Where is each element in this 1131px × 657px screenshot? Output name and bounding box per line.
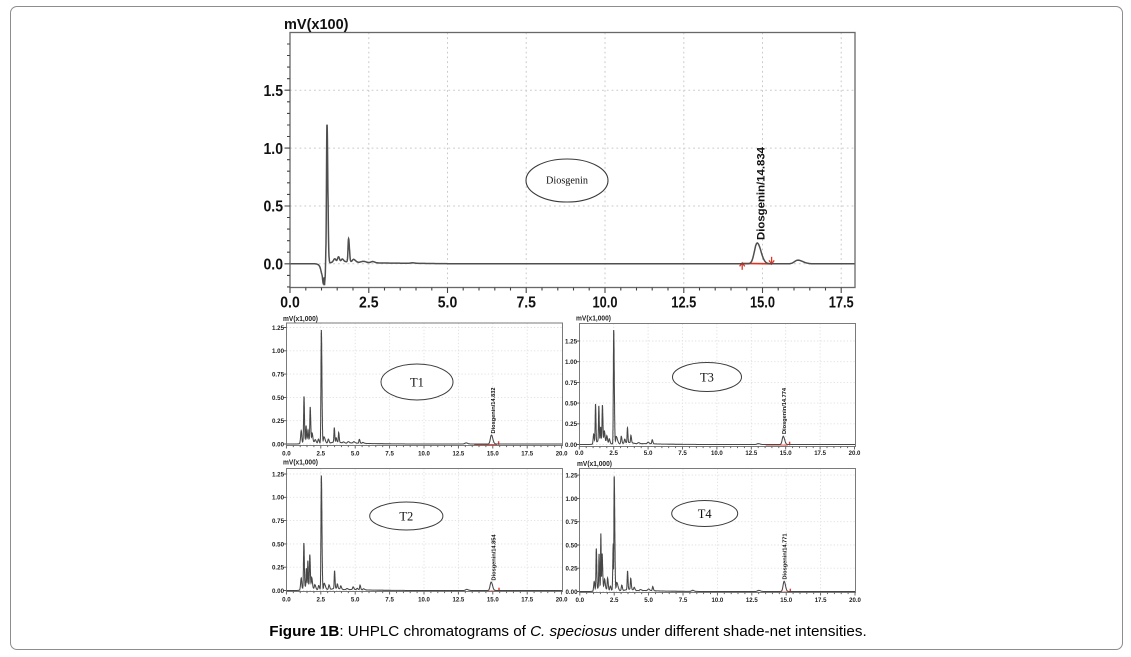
svg-text:2.5: 2.5 [610, 597, 619, 604]
svg-text:12.5: 12.5 [671, 295, 696, 312]
svg-text:Diosgenin/14.832: Diosgenin/14.832 [491, 388, 497, 434]
svg-text:0.0: 0.0 [576, 597, 585, 604]
svg-text:1.00: 1.00 [565, 359, 577, 366]
svg-text:1.00: 1.00 [566, 496, 578, 503]
svg-text:5.0: 5.0 [438, 295, 458, 312]
svg-text:Diosgenin/14.774: Diosgenin/14.774 [782, 387, 788, 434]
svg-text:0.0: 0.0 [264, 257, 284, 274]
svg-text:0.0: 0.0 [280, 295, 300, 312]
svg-text:20.0: 20.0 [849, 597, 861, 604]
svg-text:0.00: 0.00 [272, 441, 284, 448]
svg-text:Diosgenin/14.834: Diosgenin/14.834 [756, 147, 768, 240]
svg-text:17.5: 17.5 [521, 597, 533, 604]
svg-text:0.00: 0.00 [565, 442, 577, 449]
svg-text:17.5: 17.5 [521, 451, 533, 458]
svg-text:0.50: 0.50 [565, 401, 577, 408]
svg-text:0.50: 0.50 [272, 395, 284, 402]
svg-text:Diosgenin/14.854: Diosgenin/14.854 [492, 534, 498, 581]
svg-text:10.0: 10.0 [712, 597, 724, 604]
svg-text:17.5: 17.5 [829, 295, 854, 312]
svg-text:5.0: 5.0 [644, 597, 653, 604]
svg-text:1.25: 1.25 [272, 325, 284, 332]
svg-text:mV(x1,000): mV(x1,000) [283, 316, 318, 323]
svg-text:12.5: 12.5 [453, 451, 465, 458]
svg-text:T3: T3 [700, 370, 714, 384]
svg-text:1.00: 1.00 [272, 348, 284, 355]
svg-text:0.75: 0.75 [272, 518, 284, 525]
svg-text:0.0: 0.0 [282, 451, 291, 458]
svg-text:0.00: 0.00 [272, 588, 284, 595]
svg-text:1.25: 1.25 [272, 471, 284, 478]
svg-text:2.5: 2.5 [359, 295, 379, 312]
svg-text:mV(x1,000): mV(x1,000) [577, 461, 612, 468]
svg-text:5.0: 5.0 [351, 451, 360, 458]
svg-text:15.0: 15.0 [780, 450, 792, 457]
svg-text:0.5: 0.5 [264, 199, 284, 216]
svg-text:20.0: 20.0 [556, 597, 568, 604]
svg-text:15.0: 15.0 [780, 597, 792, 604]
svg-text:12.5: 12.5 [745, 450, 757, 457]
svg-text:17.5: 17.5 [814, 450, 826, 457]
svg-text:0.75: 0.75 [565, 380, 577, 387]
svg-text:20.0: 20.0 [556, 451, 568, 458]
svg-text:5.0: 5.0 [351, 597, 360, 604]
svg-text:12.5: 12.5 [453, 597, 465, 604]
svg-text:2.5: 2.5 [609, 450, 618, 457]
svg-text:7.5: 7.5 [678, 450, 687, 457]
svg-text:T4: T4 [698, 507, 713, 521]
svg-text:0.25: 0.25 [272, 418, 284, 425]
svg-text:0.25: 0.25 [566, 566, 578, 573]
svg-text:7.5: 7.5 [679, 597, 688, 604]
svg-text:15.0: 15.0 [487, 451, 499, 458]
svg-text:7.5: 7.5 [385, 451, 394, 458]
svg-text:5.0: 5.0 [644, 450, 653, 457]
svg-text:Diosgenin/14.771: Diosgenin/14.771 [783, 534, 789, 580]
svg-text:0.25: 0.25 [565, 421, 577, 428]
svg-text:12.5: 12.5 [746, 597, 758, 604]
svg-text:0.75: 0.75 [272, 372, 284, 379]
svg-text:0.0: 0.0 [282, 597, 291, 604]
svg-text:2.5: 2.5 [317, 451, 326, 458]
svg-text:2.5: 2.5 [317, 597, 326, 604]
svg-text:20.0: 20.0 [849, 450, 861, 457]
svg-text:0.50: 0.50 [272, 541, 284, 548]
svg-text:1.5: 1.5 [264, 83, 284, 100]
svg-text:T1: T1 [410, 375, 424, 389]
svg-text:10.0: 10.0 [418, 451, 430, 458]
svg-text:0.75: 0.75 [566, 519, 578, 526]
svg-text:Diosgenin: Diosgenin [546, 176, 588, 187]
svg-text:mV(x1,000): mV(x1,000) [576, 316, 611, 323]
svg-text:10.0: 10.0 [418, 597, 430, 604]
svg-text:1.00: 1.00 [272, 495, 284, 502]
svg-text:10.0: 10.0 [593, 295, 618, 312]
svg-text:10.0: 10.0 [711, 450, 723, 457]
svg-text:15.0: 15.0 [487, 597, 499, 604]
svg-text:0.50: 0.50 [566, 542, 578, 549]
svg-text:0.25: 0.25 [272, 565, 284, 572]
svg-text:7.5: 7.5 [516, 295, 536, 312]
svg-text:17.5: 17.5 [815, 597, 827, 604]
svg-text:1.25: 1.25 [566, 473, 578, 480]
svg-text:0.0: 0.0 [575, 450, 584, 457]
svg-text:mV(x100): mV(x100) [284, 17, 349, 33]
svg-text:1.0: 1.0 [264, 141, 284, 158]
svg-text:0.00: 0.00 [566, 589, 578, 596]
svg-text:T2: T2 [399, 509, 413, 523]
svg-text:7.5: 7.5 [385, 597, 394, 604]
svg-text:15.0: 15.0 [750, 295, 775, 312]
svg-text:mV(x1,000): mV(x1,000) [283, 460, 318, 467]
svg-text:1.25: 1.25 [565, 338, 577, 345]
